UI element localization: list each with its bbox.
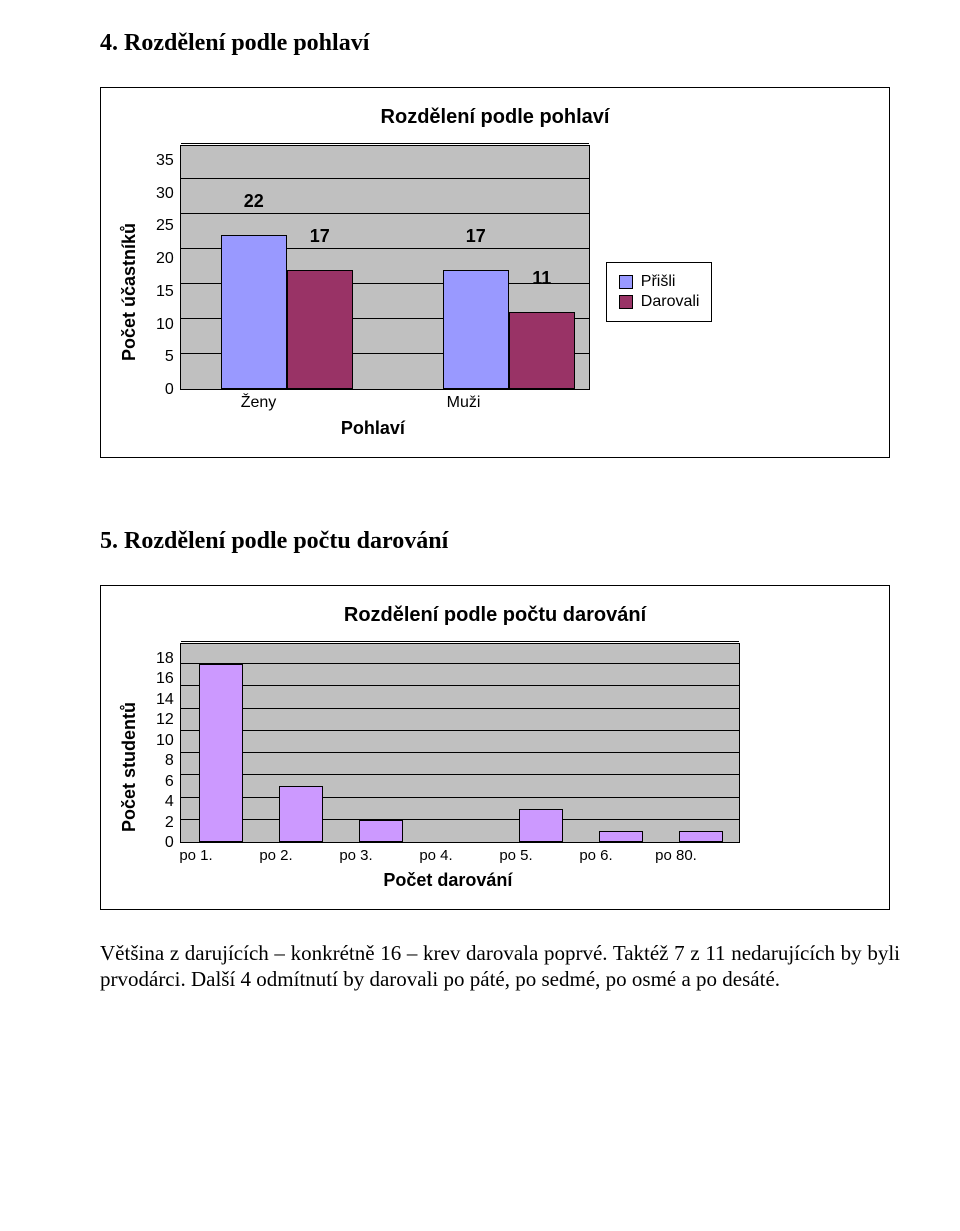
legend-label: Přišli bbox=[641, 273, 676, 291]
chart2-y-tick: 4 bbox=[156, 794, 174, 810]
body-paragraph: Většina z darujících – konkrétně 16 – kr… bbox=[100, 940, 900, 993]
chart2-plot bbox=[180, 643, 740, 843]
legend-swatch bbox=[619, 295, 633, 309]
chart2-x-category: po 6. bbox=[556, 847, 636, 864]
chart1-y-tick: 25 bbox=[156, 218, 174, 234]
chart2-gridline bbox=[181, 685, 739, 686]
chart1-y-tick: 15 bbox=[156, 284, 174, 300]
chart1-title: Rozdělení podle pohlaví bbox=[119, 106, 871, 129]
chart1-y-tick: 0 bbox=[156, 382, 174, 398]
chart2-gridline bbox=[181, 819, 739, 820]
chart2-bar bbox=[519, 809, 563, 842]
chart1-y-tick: 10 bbox=[156, 317, 174, 333]
chart1-plot: 22 17 17 11 bbox=[180, 145, 590, 390]
chart2-bar bbox=[359, 820, 403, 842]
chart1-y-tick: 35 bbox=[156, 153, 174, 169]
chart1-bar bbox=[443, 270, 509, 389]
legend-label: Darovali bbox=[641, 293, 700, 311]
section-heading-1: 4. Rozdělení podle pohlaví bbox=[100, 30, 900, 57]
chart2-container: Rozdělení podle počtu darování Počet stu… bbox=[100, 585, 890, 910]
chart2-x-category: po 80. bbox=[636, 847, 716, 864]
chart1-bar bbox=[509, 312, 575, 389]
chart1-y-ticks: 05101520253035 bbox=[156, 145, 180, 390]
chart2-bar bbox=[279, 786, 323, 842]
chart1-y-tick: 20 bbox=[156, 251, 174, 267]
chart1-y-label: Počet účastníků bbox=[119, 223, 140, 361]
chart2-y-ticks: 024681012141618 bbox=[156, 643, 180, 843]
chart1-x-category: Ženy bbox=[156, 394, 361, 412]
chart1-bar-value: 17 bbox=[300, 226, 340, 247]
chart2-x-categories: po 1.po 2.po 3.po 4.po 5.po 6.po 80. bbox=[156, 847, 716, 864]
chart2-x-category: po 5. bbox=[476, 847, 556, 864]
chart1-bar bbox=[287, 270, 353, 389]
chart1-x-label: Pohlaví bbox=[156, 418, 590, 439]
section-heading-2: 5. Rozdělení podle počtu darování bbox=[100, 528, 900, 555]
chart2-y-tick: 18 bbox=[156, 651, 174, 667]
chart1-bar bbox=[221, 235, 287, 389]
chart2-x-category: po 4. bbox=[396, 847, 476, 864]
chart2-x-category: po 2. bbox=[236, 847, 316, 864]
chart2-title: Rozdělení podle počtu darování bbox=[119, 604, 871, 627]
legend-swatch bbox=[619, 275, 633, 289]
chart1-y-tick: 5 bbox=[156, 349, 174, 365]
chart1-bar-value: 11 bbox=[522, 268, 562, 289]
chart2-y-tick: 8 bbox=[156, 753, 174, 769]
chart1-legend: Přišli Darovali bbox=[606, 262, 713, 322]
chart1-legend-item: Darovali bbox=[619, 293, 700, 311]
chart1-bar-value: 17 bbox=[456, 226, 496, 247]
chart2-gridline bbox=[181, 730, 739, 731]
chart1-x-categories: ŽenyMuži bbox=[156, 394, 566, 412]
chart2-gridline bbox=[181, 663, 739, 664]
chart2-gridline bbox=[181, 752, 739, 753]
chart2-bar bbox=[599, 831, 643, 842]
chart2-y-tick: 2 bbox=[156, 815, 174, 831]
chart1-legend-item: Přišli bbox=[619, 273, 700, 291]
chart2-x-category: po 3. bbox=[316, 847, 396, 864]
chart2-y-label: Počet studentů bbox=[119, 702, 140, 832]
chart2-y-tick: 0 bbox=[156, 835, 174, 851]
chart2-x-label: Počet darování bbox=[156, 870, 740, 891]
chart2-gridline bbox=[181, 774, 739, 775]
chart2-y-tick: 12 bbox=[156, 712, 174, 728]
chart1-y-tick: 30 bbox=[156, 186, 174, 202]
chart2-bar bbox=[679, 831, 723, 842]
chart1-container: Rozdělení podle pohlaví Počet účastníků … bbox=[100, 87, 890, 458]
chart2-y-tick: 14 bbox=[156, 692, 174, 708]
chart1-gridline bbox=[181, 213, 589, 214]
chart2-y-tick: 10 bbox=[156, 733, 174, 749]
chart1-x-category: Muži bbox=[361, 394, 566, 412]
chart2-bar bbox=[199, 664, 243, 842]
chart2-gridline bbox=[181, 708, 739, 709]
chart2-y-tick: 6 bbox=[156, 774, 174, 790]
chart2-gridline bbox=[181, 797, 739, 798]
chart1-bar-value: 22 bbox=[234, 191, 274, 212]
chart1-gridline bbox=[181, 178, 589, 179]
chart2-gridline bbox=[181, 641, 739, 642]
chart1-gridline bbox=[181, 143, 589, 144]
chart2-y-tick: 16 bbox=[156, 671, 174, 687]
